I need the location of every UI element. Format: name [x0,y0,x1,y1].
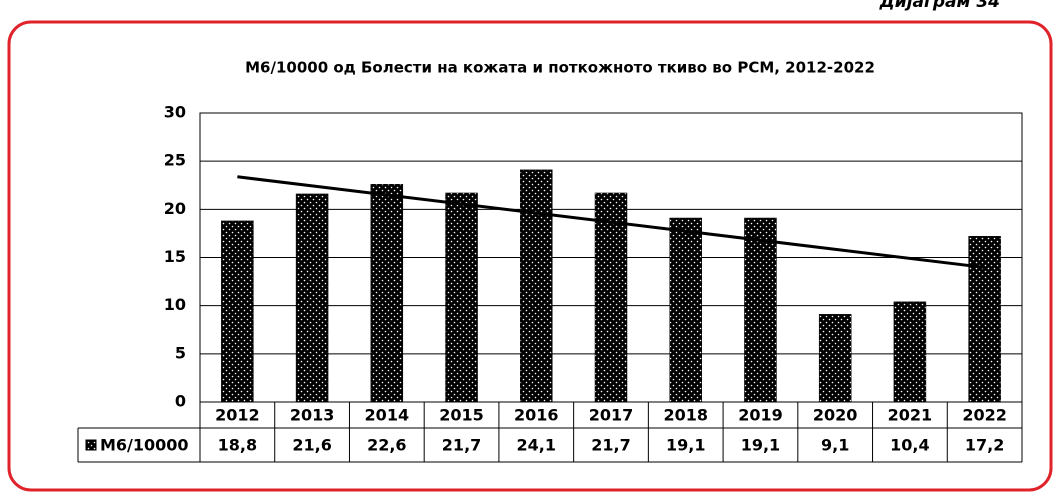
data-label: 9,1 [821,436,849,455]
y-tick-label: 25 [164,151,186,170]
caption: Дијаграм 34 [879,0,1000,12]
data-label: 21,7 [442,436,481,455]
bar [968,236,1001,403]
legend-label: М6/10000 [100,436,189,455]
bar [221,220,254,403]
bar [669,217,702,403]
y-tick-label: 15 [164,247,186,266]
data-label: 10,4 [890,436,929,455]
data-label: 21,7 [591,436,630,455]
data-label: 18,8 [218,436,257,455]
x-tick-label: 2020 [813,406,858,425]
data-label: 24,1 [517,436,556,455]
y-tick-label: 30 [164,103,186,122]
x-tick-label: 2019 [738,406,783,425]
bar [370,184,404,403]
x-tick-label: 2016 [514,406,559,425]
x-tick-label: 2012 [215,406,260,425]
bar [295,193,329,403]
data-label: 21,6 [292,436,331,455]
bar [520,169,553,403]
y-tick-label: 0 [175,392,186,411]
frame [7,20,1053,492]
x-tick-label: 2021 [888,406,933,425]
bar [744,217,777,403]
trendline [237,175,985,269]
y-tick-label: 5 [175,343,186,362]
bar [445,192,478,403]
x-tick-label: 2015 [439,406,484,425]
y-tick-label: 20 [164,199,186,218]
chart-title: М6/10000 од Болести на кожата и поткожно… [245,59,875,77]
data-label: 22,6 [367,436,406,455]
data-label: 17,2 [965,436,1004,455]
legend-key [85,439,97,451]
bar [594,192,628,403]
data-label: 19,1 [666,436,705,455]
x-tick-label: 2022 [962,406,1007,425]
x-tick-label: 2013 [290,406,335,425]
bar [893,301,927,403]
bar [818,314,852,403]
y-tick-label: 10 [164,295,186,314]
x-tick-label: 2018 [663,406,708,425]
data-label: 19,1 [741,436,780,455]
x-tick-label: 2017 [589,406,634,425]
x-tick-label: 2014 [365,406,410,425]
